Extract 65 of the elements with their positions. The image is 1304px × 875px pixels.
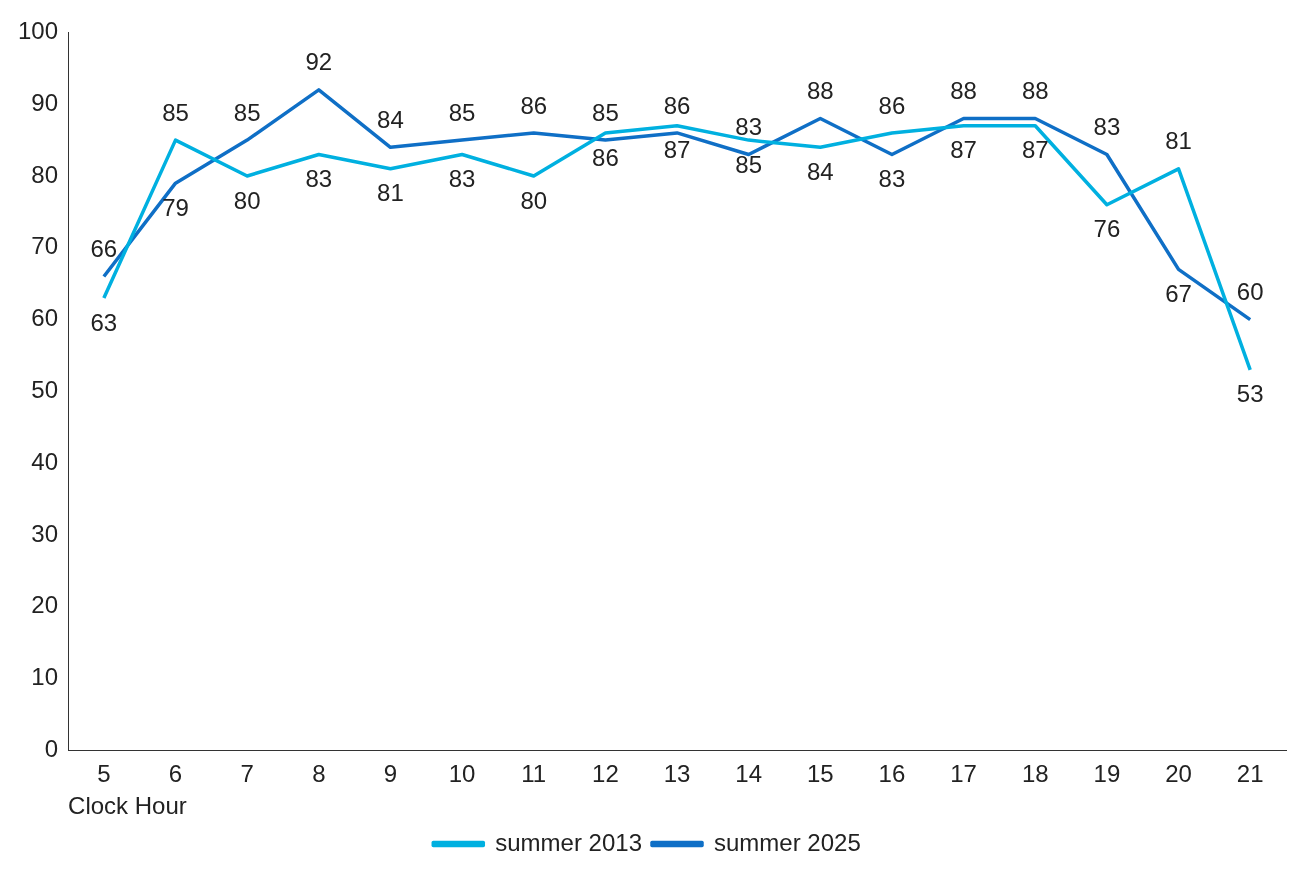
data-label: 76 <box>1093 215 1121 243</box>
data-label: 83 <box>1093 113 1121 141</box>
data-label: 86 <box>663 91 691 119</box>
data-label: 87 <box>950 136 977 164</box>
x-tick-label: 6 <box>168 760 183 788</box>
x-tick-label: 20 <box>1165 760 1192 788</box>
x-tick-label: 21 <box>1236 760 1264 788</box>
data-label: 63 <box>90 308 118 336</box>
y-tick-label: 30 <box>31 519 59 547</box>
data-label: 84 <box>377 105 404 133</box>
y-tick-label: 60 <box>31 304 59 332</box>
data-label: 86 <box>520 91 548 119</box>
data-label: 85 <box>735 150 763 178</box>
data-label: 83 <box>448 165 476 193</box>
data-label: 85 <box>162 98 189 126</box>
y-tick-label: 50 <box>31 376 59 404</box>
data-label: 92 <box>305 48 333 76</box>
data-label: 67 <box>1165 279 1192 307</box>
data-label: 86 <box>592 143 619 171</box>
data-label: 79 <box>162 193 189 221</box>
data-label: 88 <box>1021 77 1049 105</box>
data-label: 53 <box>1236 380 1264 408</box>
data-label: 87 <box>1021 136 1049 164</box>
x-tick-label: 5 <box>97 760 111 788</box>
x-tick-label: 15 <box>806 760 834 788</box>
x-tick-label: 19 <box>1093 760 1121 788</box>
y-tick-label: 90 <box>31 88 59 116</box>
x-tick-label: 8 <box>312 760 326 788</box>
x-tick-label: 18 <box>1021 760 1049 788</box>
data-label: 88 <box>806 77 834 105</box>
x-tick-label: 7 <box>240 760 254 788</box>
data-label: 66 <box>90 235 118 263</box>
data-label: 83 <box>878 165 906 193</box>
y-tick-label: 0 <box>44 735 59 763</box>
y-tick-label: 100 <box>18 17 59 45</box>
data-label: 81 <box>377 179 404 207</box>
data-label: 80 <box>520 186 548 214</box>
data-label: 83 <box>735 113 763 141</box>
data-label: 86 <box>878 91 906 119</box>
data-label: 88 <box>950 77 977 105</box>
data-label: 87 <box>663 136 691 164</box>
data-label: 83 <box>305 165 333 193</box>
x-tick-label: 16 <box>878 760 906 788</box>
data-label: 80 <box>233 186 261 214</box>
y-tick-label: 40 <box>31 447 59 475</box>
x-axis-title: Clock Hour <box>68 792 187 820</box>
data-label: 85 <box>448 98 476 126</box>
data-label: 85 <box>233 98 261 126</box>
data-label: 60 <box>1236 278 1264 306</box>
x-tick-label: 11 <box>521 760 547 788</box>
y-tick-label: 10 <box>31 663 59 691</box>
data-label: 84 <box>806 157 834 185</box>
data-label: 85 <box>592 98 619 126</box>
y-tick-label: 80 <box>31 160 59 188</box>
legend-label: summer 2025 <box>714 828 861 856</box>
y-tick-label: 70 <box>31 232 59 260</box>
y-tick-label: 20 <box>31 591 59 619</box>
x-tick-label: 10 <box>448 760 476 788</box>
x-tick-label: 9 <box>383 760 398 788</box>
x-tick-label: 12 <box>592 760 619 788</box>
x-tick-label: 14 <box>735 760 763 788</box>
x-tick-label: 13 <box>663 760 691 788</box>
legend-label: summer 2013 <box>495 828 642 856</box>
data-label: 81 <box>1165 127 1192 155</box>
x-tick-label: 17 <box>950 760 977 788</box>
